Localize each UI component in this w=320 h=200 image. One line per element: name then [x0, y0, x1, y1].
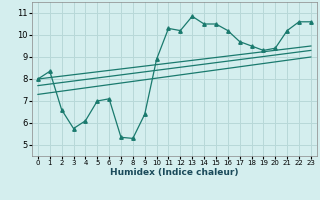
X-axis label: Humidex (Indice chaleur): Humidex (Indice chaleur) [110, 168, 239, 177]
